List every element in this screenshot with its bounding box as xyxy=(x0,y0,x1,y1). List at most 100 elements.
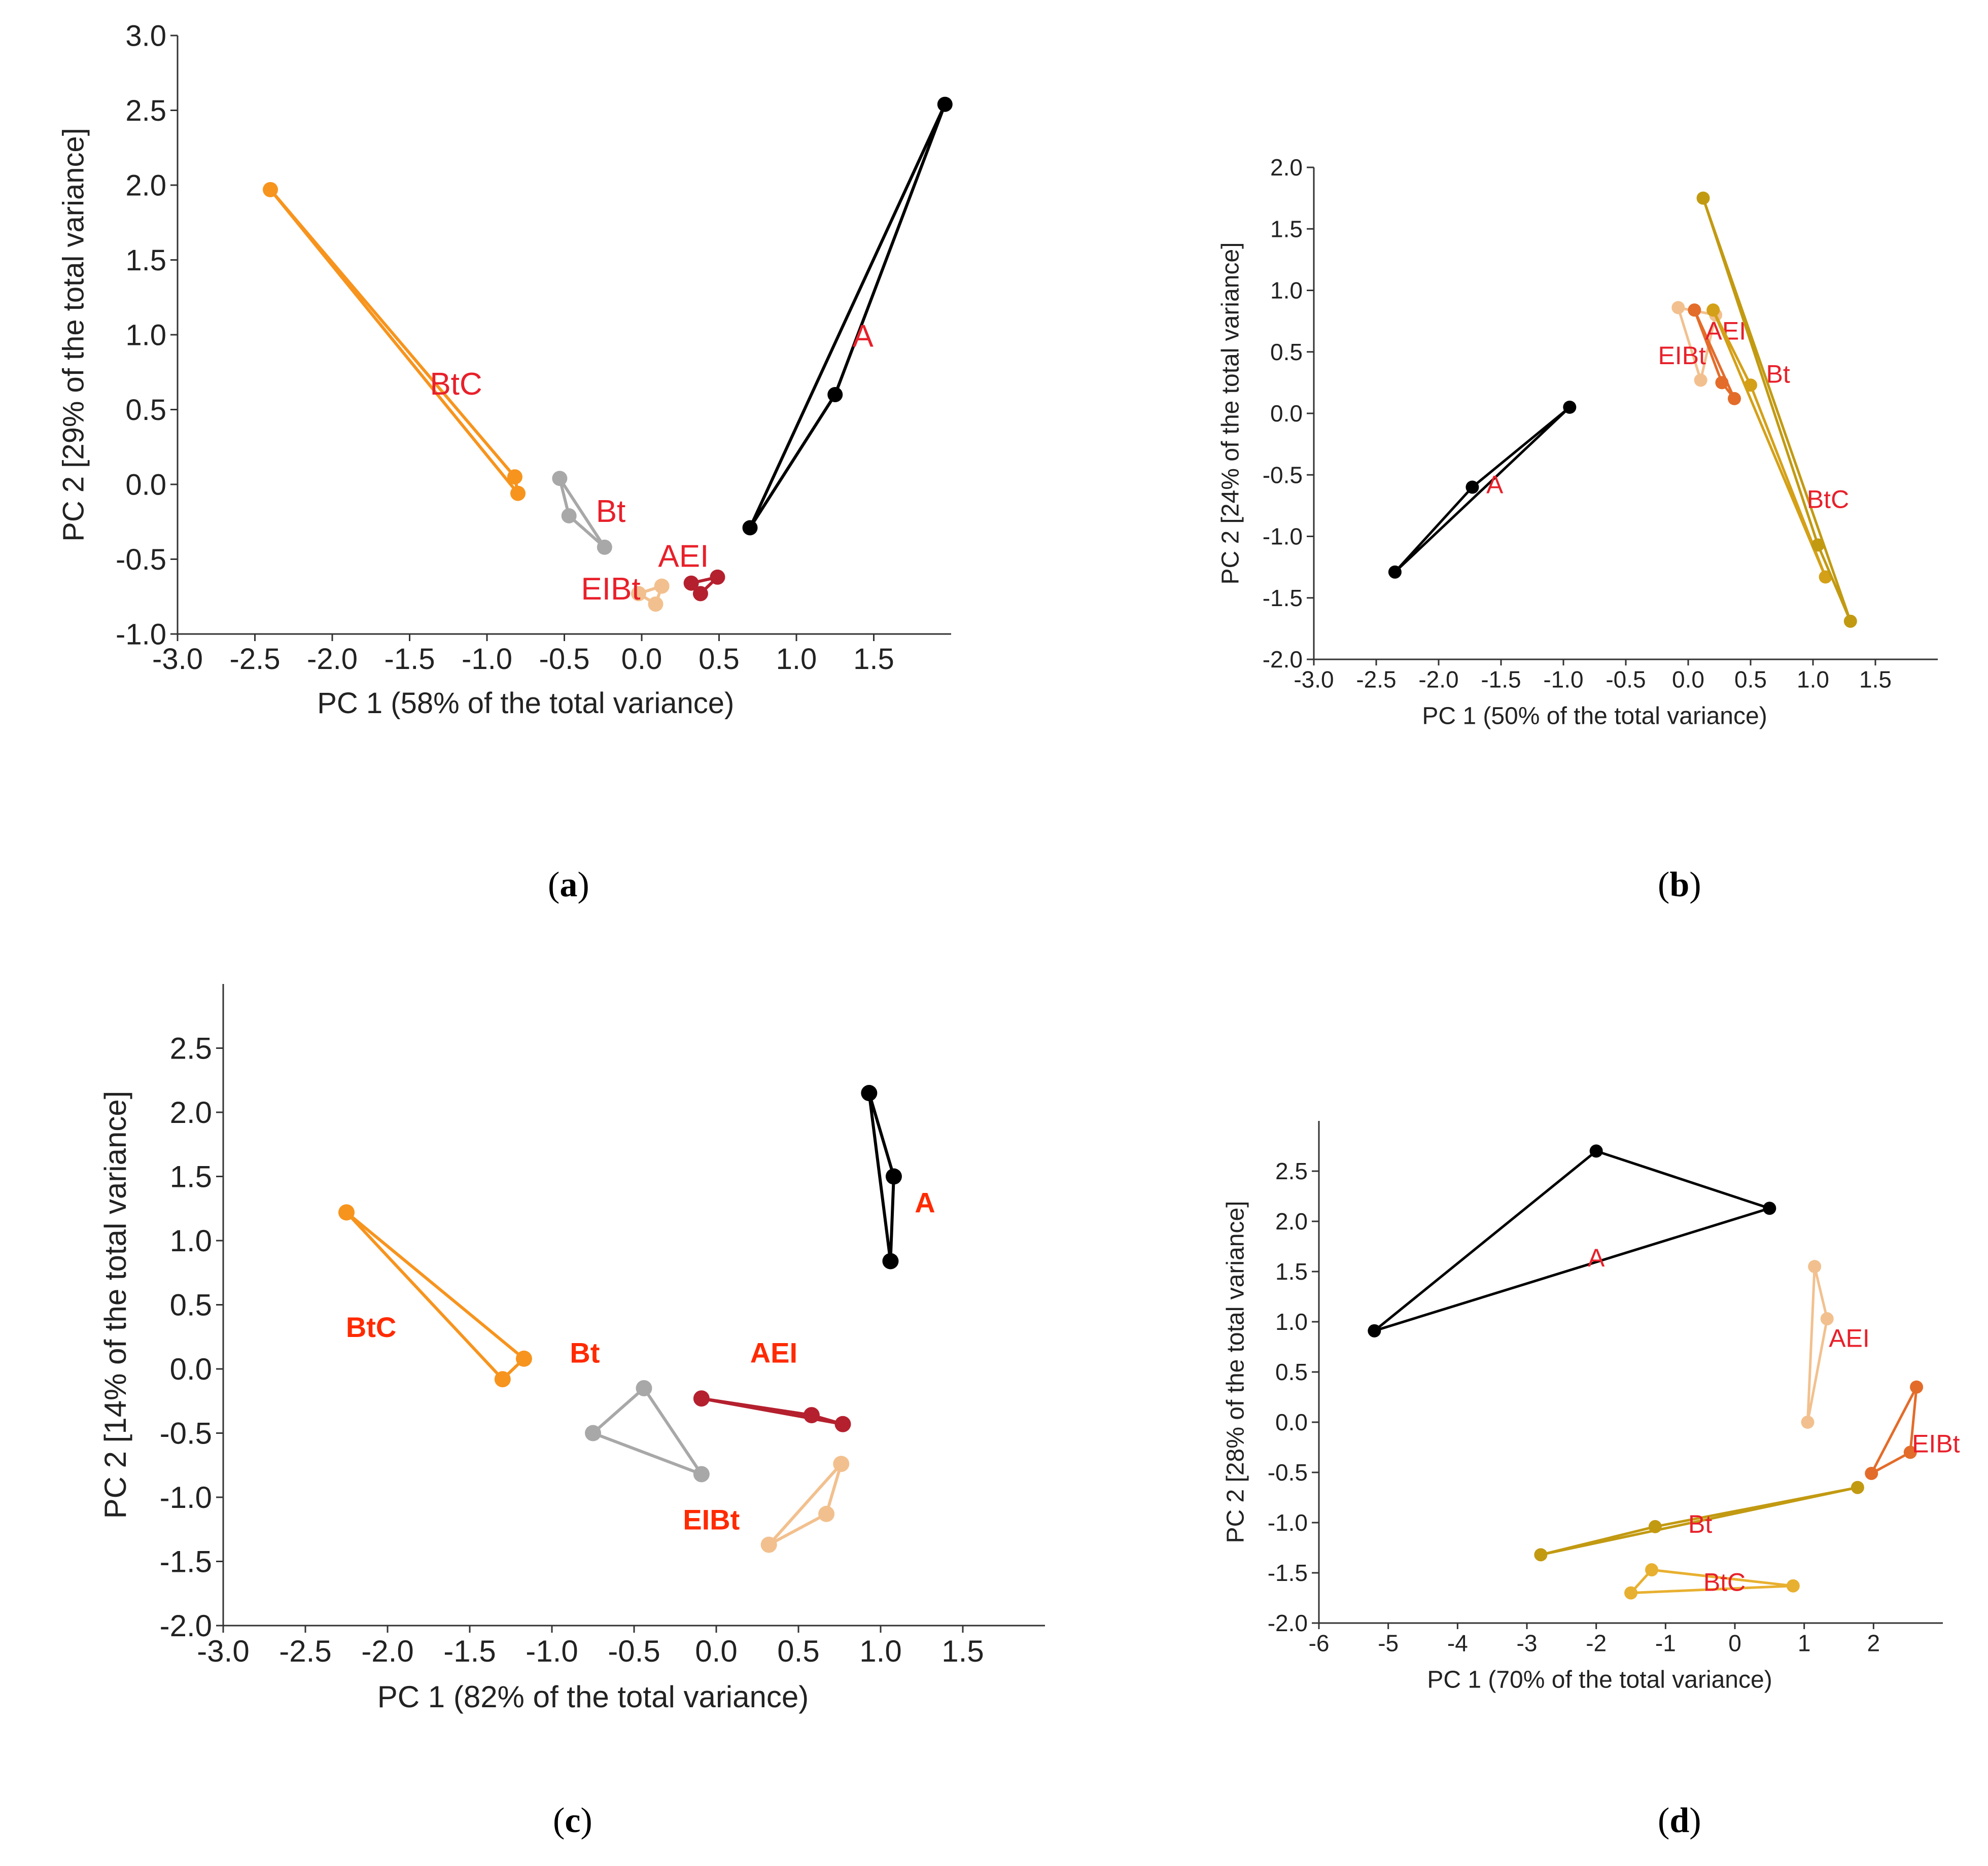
series-outline xyxy=(748,102,947,530)
y-tick-label: 1.0 xyxy=(1275,1309,1308,1335)
x-axis-title: PC 1 (82% of the total variance) xyxy=(377,1680,809,1714)
data-point xyxy=(552,471,568,486)
data-point xyxy=(803,1407,820,1424)
data-point xyxy=(654,578,670,594)
x-tick-label: 0.0 xyxy=(1672,666,1704,693)
x-tick-label: 1.0 xyxy=(1797,666,1829,693)
data-point xyxy=(1801,1416,1815,1429)
data-point xyxy=(1763,1202,1776,1215)
data-point xyxy=(760,1536,777,1553)
y-tick-label: 0.5 xyxy=(125,394,166,427)
y-tick-label: 1.5 xyxy=(125,244,166,277)
panel-a-caption: (a) xyxy=(548,865,589,904)
series-label: EIBt xyxy=(1912,1429,1960,1458)
panel-b-plot: -3.0 -2.5 -2.0 -1.5 -1.0 -0.5 0.0 0.5 1.0 1.5 -2.0… xyxy=(1217,154,1938,730)
data-point xyxy=(1808,1260,1822,1274)
y-tick-label: -0.5 xyxy=(1268,1459,1308,1486)
series-a: A xyxy=(861,1085,935,1270)
series-bt: Bt xyxy=(570,1336,710,1483)
y-tick-label: -1.0 xyxy=(1268,1509,1308,1536)
data-point xyxy=(683,575,699,591)
x-axis-title: PC 1 (70% of the total variance) xyxy=(1427,1667,1772,1694)
data-point xyxy=(1851,1481,1864,1494)
data-point xyxy=(1744,378,1757,392)
series-a: A xyxy=(742,96,953,536)
data-point xyxy=(507,469,522,485)
data-point xyxy=(937,96,953,112)
y-tick-label: 1.0 xyxy=(125,319,166,351)
x-tick-label: 1.0 xyxy=(776,643,817,676)
x-tick-label: -3.0 xyxy=(152,643,203,676)
series-outline xyxy=(1393,406,1571,574)
data-point xyxy=(1563,400,1577,414)
data-point xyxy=(1688,303,1701,317)
data-point xyxy=(833,1456,850,1472)
series-outline xyxy=(1702,197,1852,623)
data-point xyxy=(1903,1446,1917,1459)
y-tick-label: -2.0 xyxy=(160,1609,212,1643)
series-outline xyxy=(1629,1568,1795,1595)
series-aei: AEI xyxy=(1801,1260,1870,1429)
series-aei: AEI xyxy=(658,539,725,602)
x-tick-label: -1.0 xyxy=(526,1634,578,1668)
data-point xyxy=(834,1416,851,1432)
y-tick-label: 0.0 xyxy=(1275,1409,1308,1435)
series-label: A xyxy=(852,319,874,354)
series-label: BtC xyxy=(346,1311,397,1343)
y-tick-label: -1.5 xyxy=(1263,585,1303,611)
data-point xyxy=(561,508,577,523)
data-point xyxy=(1466,480,1479,494)
x-tick-label: -1.0 xyxy=(462,643,512,676)
y-tick-label: 2.0 xyxy=(1275,1208,1308,1235)
data-point xyxy=(861,1085,878,1102)
y-tick-label: 1.5 xyxy=(1275,1258,1308,1285)
series-outline xyxy=(345,1211,526,1381)
y-tick-label: 2.0 xyxy=(1270,154,1303,181)
x-tick-label: -1.5 xyxy=(443,1634,496,1668)
x-tick-label: -3 xyxy=(1517,1630,1538,1657)
series-outline xyxy=(1539,1486,1859,1556)
data-point xyxy=(263,182,278,197)
series-outline xyxy=(1712,308,1827,578)
data-point xyxy=(1671,301,1685,314)
x-tick-label: 1.5 xyxy=(941,1634,984,1668)
series-label: Bt xyxy=(1766,360,1790,388)
x-tick-label: -2.5 xyxy=(230,643,281,676)
series-outline xyxy=(867,1092,895,1263)
y-tick-label: 2.5 xyxy=(170,1032,212,1066)
x-tick-label: -1.0 xyxy=(1543,666,1583,693)
data-point xyxy=(597,539,612,555)
data-point xyxy=(1865,1466,1878,1480)
y-tick-label: -1.5 xyxy=(1268,1560,1308,1586)
x-tick-label: 0.5 xyxy=(777,1634,819,1668)
series-bt: Bt xyxy=(1706,303,1832,584)
series-label: EIBt xyxy=(683,1503,740,1535)
y-tick-label: 2.5 xyxy=(125,94,166,127)
data-point xyxy=(827,387,843,402)
data-point xyxy=(1368,1324,1381,1337)
series-bt: Bt xyxy=(1534,1481,1864,1562)
y-axis-title: PC 2 [29% of the total variance] xyxy=(57,128,90,542)
series-outline xyxy=(767,1462,843,1546)
y-tick-label: 3.0 xyxy=(125,19,166,52)
x-tick-label: 1.5 xyxy=(853,643,894,676)
series-bt: Bt xyxy=(552,471,625,555)
panel-d-caption: (d) xyxy=(1658,1801,1701,1840)
x-tick-label: 2 xyxy=(1867,1630,1880,1657)
data-point xyxy=(1910,1380,1924,1394)
data-point xyxy=(693,1390,710,1407)
x-tick-label: -1.5 xyxy=(1481,666,1521,693)
x-tick-label: -6 xyxy=(1309,1630,1330,1657)
series-label: A xyxy=(915,1186,935,1218)
series-btc: BtC xyxy=(338,1204,532,1388)
data-point xyxy=(1811,538,1825,552)
y-tick-label: 2.5 xyxy=(1275,1158,1308,1184)
y-tick-label: 1.5 xyxy=(170,1160,212,1194)
x-tick-label: 0.5 xyxy=(699,643,740,676)
data-point xyxy=(510,485,526,501)
series-outline xyxy=(1693,308,1736,400)
data-point xyxy=(742,520,758,536)
series-btc: BtC xyxy=(263,182,526,501)
series-label: Bt xyxy=(570,1336,600,1368)
